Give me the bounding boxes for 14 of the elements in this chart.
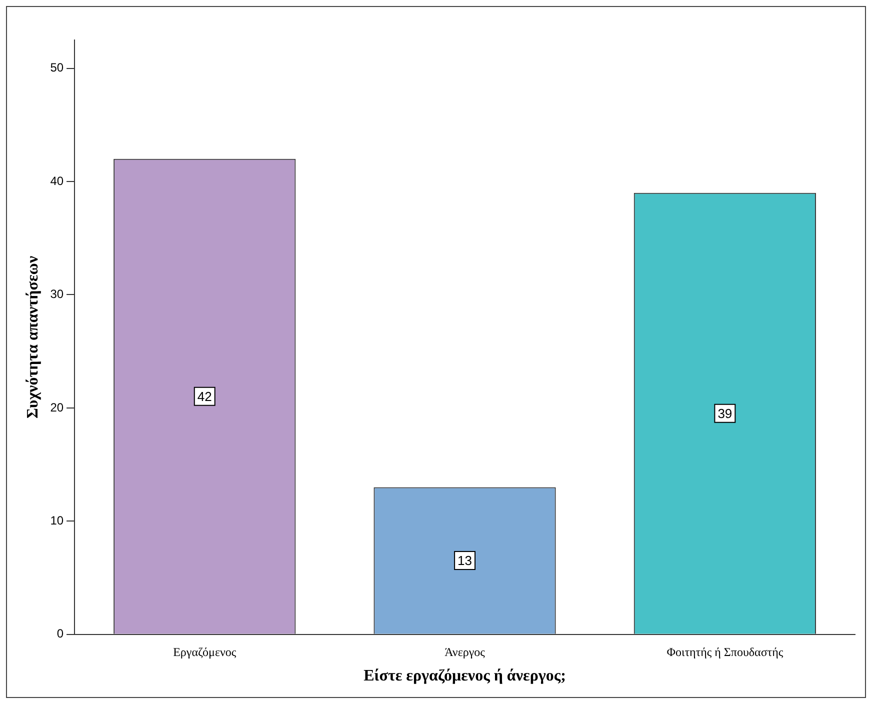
y-tick-label: 10 bbox=[50, 513, 64, 528]
data-label: 13 bbox=[458, 553, 472, 568]
y-tick-label: 0 bbox=[56, 626, 64, 641]
y-tick-label: 40 bbox=[50, 174, 64, 188]
y-tick-label: 50 bbox=[50, 60, 64, 75]
data-label: 39 bbox=[718, 406, 732, 421]
y-tick-label: 20 bbox=[50, 400, 64, 414]
y-axis-title: Συχνότητα απαντήσεων bbox=[24, 256, 42, 419]
x-axis-title: Είστε εργαζόμενος ή άνεργος; bbox=[364, 668, 566, 685]
x-tick-label: Εργαζόμενος bbox=[173, 644, 236, 659]
y-tick-label: 30 bbox=[50, 287, 64, 302]
x-tick-label: Άνεργος bbox=[444, 644, 486, 659]
x-tick-label: Φοιτητής ή Σπουδαστής bbox=[666, 644, 784, 659]
data-label: 42 bbox=[197, 388, 212, 404]
